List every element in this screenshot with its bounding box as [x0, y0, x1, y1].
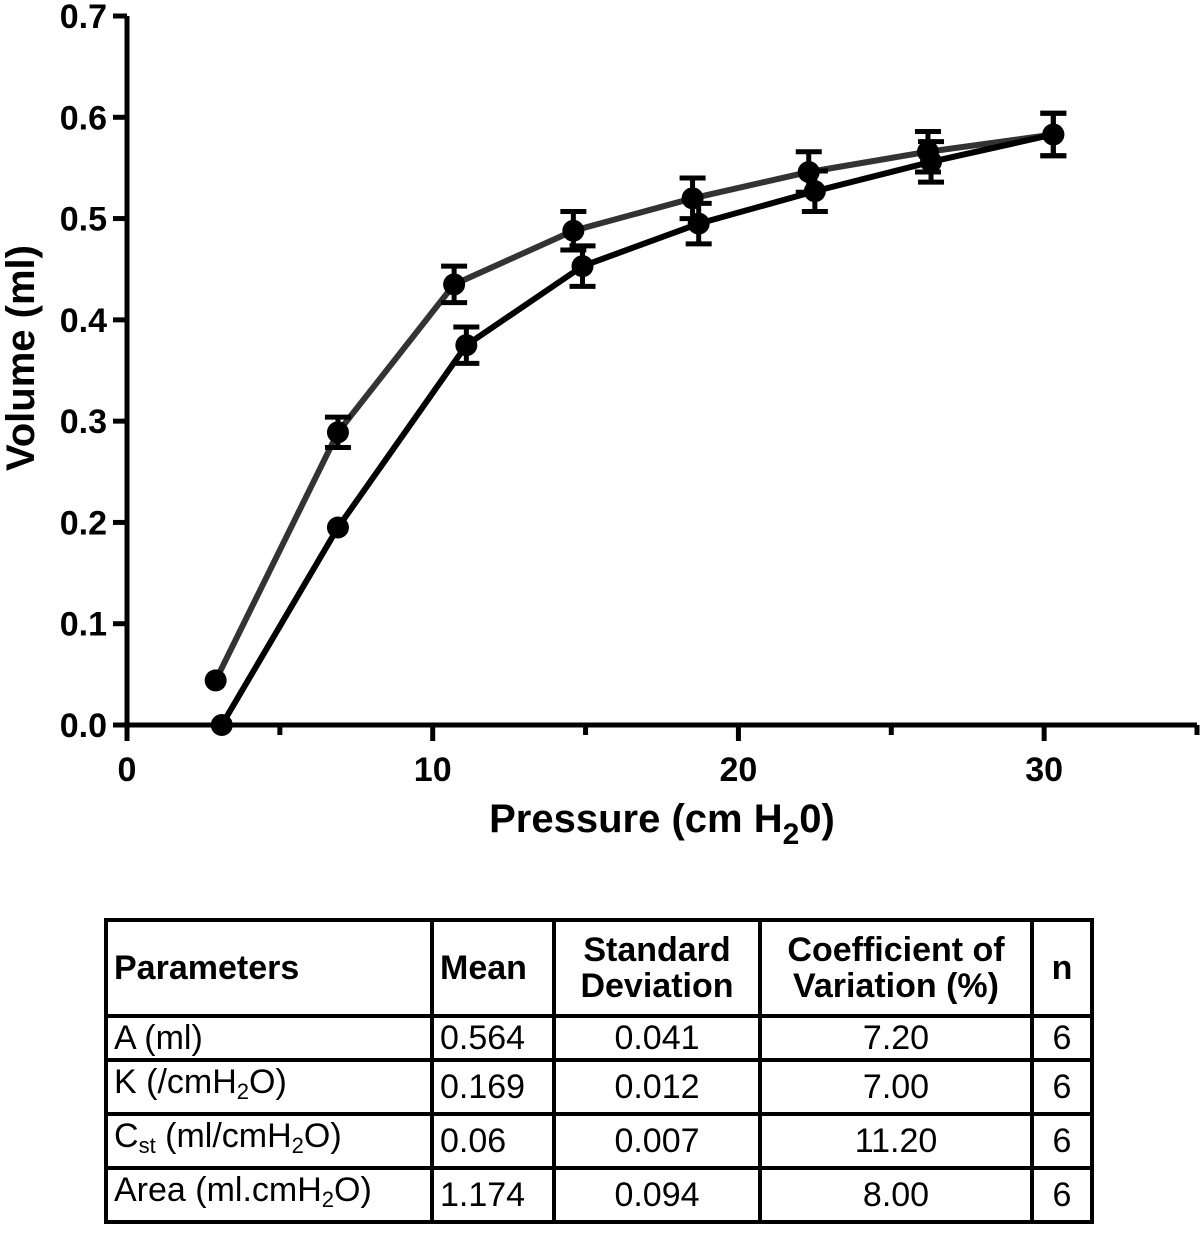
series-inflation — [210, 110, 1067, 736]
header-parameters: Parameters — [104, 918, 434, 1018]
mean-cell: 1.174 — [430, 1166, 556, 1224]
series-line — [219, 131, 1054, 727]
y-tick-label: 0.2 — [60, 504, 107, 542]
y-axis-title: Volume (ml) — [0, 245, 43, 471]
x-tick-label: 20 — [720, 751, 758, 789]
series-line — [212, 131, 1054, 682]
parameters-table: Parameters Mean Standard Deviation Coeffi… — [104, 918, 1094, 1224]
data-point — [326, 516, 349, 539]
axes: 0.0 0.1 0.2 0.3 0.4 0.5 0.6 0.7 0 10 20 30 — [60, 0, 1200, 789]
n-cell: 6 — [1030, 1058, 1094, 1116]
param-cell: Area (ml.cmH2O) — [104, 1166, 434, 1224]
x-axis-title: Pressure (cm H20) — [489, 797, 835, 851]
y-tick-label: 0.1 — [60, 606, 107, 644]
series-deflation — [204, 110, 1067, 692]
y-tick-label: 0.0 — [60, 707, 107, 745]
data-point — [204, 669, 227, 692]
param-cell: A (ml) — [104, 1014, 434, 1062]
cv-cell: 7.20 — [758, 1014, 1034, 1062]
y-tick-label: 0.3 — [60, 403, 107, 441]
table-row: A (ml) 0.564 0.041 7.20 6 — [104, 1014, 1094, 1062]
header-coefficient-of-variation: Coefficient of Variation (%) — [758, 918, 1034, 1018]
sd-cell: 0.041 — [552, 1014, 762, 1062]
data-point — [210, 714, 233, 736]
n-cell: 6 — [1030, 1166, 1094, 1224]
data-point — [443, 273, 466, 296]
data-point — [455, 334, 478, 357]
data-point — [1042, 123, 1065, 146]
y-tick-label: 0.7 — [60, 0, 107, 36]
data-point — [803, 180, 826, 203]
mean-cell: 0.169 — [430, 1058, 556, 1116]
sd-cell: 0.007 — [552, 1112, 762, 1170]
cv-cell: 11.20 — [758, 1112, 1034, 1170]
param-cell: Cst (ml/cmH2O) — [104, 1112, 434, 1170]
header-mean: Mean — [430, 918, 556, 1018]
mean-cell: 0.564 — [430, 1014, 556, 1062]
x-tick-label: 10 — [414, 751, 452, 789]
n-cell: 6 — [1030, 1014, 1094, 1062]
pressure-volume-chart: 0.0 0.1 0.2 0.3 0.4 0.5 0.6 0.7 0 10 20 30 Volume (… — [0, 0, 1200, 851]
param-cell: K (/cmH2O) — [104, 1058, 434, 1116]
data-point — [920, 150, 943, 173]
cv-cell: 7.00 — [758, 1058, 1034, 1116]
table-row: K (/cmH2O) 0.169 0.012 7.00 6 — [104, 1058, 1094, 1116]
table-header-row: Parameters Mean Standard Deviation Coeffi… — [104, 918, 1094, 1018]
x-tick-label: 0 — [118, 751, 137, 789]
y-tick-label: 0.6 — [60, 99, 107, 137]
data-point — [571, 255, 594, 278]
table-row: Cst (ml/cmH2O) 0.06 0.007 11.20 6 — [104, 1112, 1094, 1170]
header-standard-deviation: Standard Deviation — [552, 918, 762, 1018]
data-point — [562, 219, 585, 242]
y-tick-label: 0.4 — [60, 302, 107, 340]
y-tick-label: 0.5 — [60, 201, 107, 239]
data-point — [326, 421, 349, 444]
cv-cell: 8.00 — [758, 1166, 1034, 1224]
table-row: Area (ml.cmH2O) 1.174 0.094 8.00 6 — [104, 1166, 1094, 1224]
data-point — [687, 212, 710, 235]
sd-cell: 0.094 — [552, 1166, 762, 1224]
x-tick-label: 30 — [1025, 751, 1063, 789]
mean-cell: 0.06 — [430, 1112, 556, 1170]
sd-cell: 0.012 — [552, 1058, 762, 1116]
n-cell: 6 — [1030, 1112, 1094, 1170]
header-n: n — [1030, 918, 1094, 1018]
series-layer — [204, 110, 1067, 736]
